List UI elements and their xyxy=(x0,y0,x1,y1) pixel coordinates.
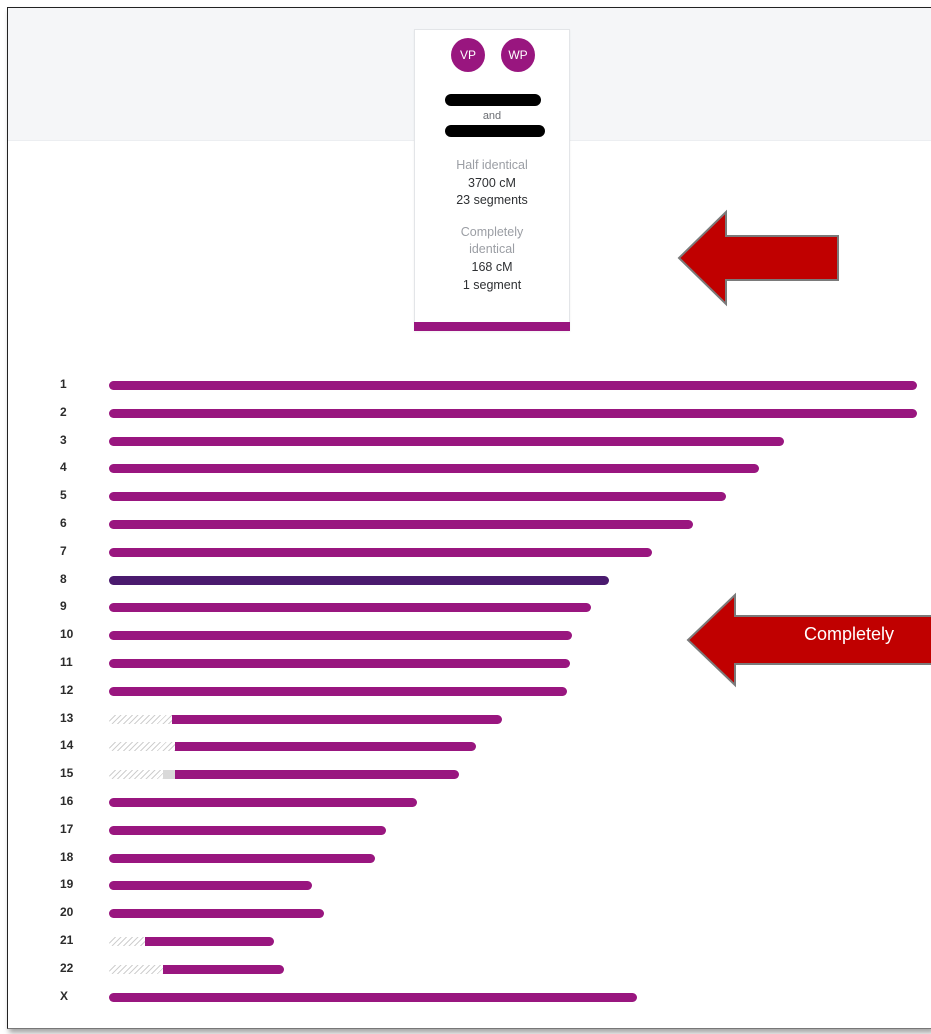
arrow-left-icon xyxy=(677,209,839,307)
no-data-region xyxy=(109,742,175,751)
half-identical-segment[interactable] xyxy=(109,993,637,1002)
half-identical-segment[interactable] xyxy=(109,854,375,863)
chromosome-label: 8 xyxy=(60,572,67,586)
half-identical-segments: 23 segments xyxy=(456,193,528,207)
not-shared-region xyxy=(163,770,175,779)
chromosome-label: 7 xyxy=(60,544,67,558)
half-identical-segment[interactable] xyxy=(109,437,784,446)
half-identical-segment[interactable] xyxy=(109,631,572,640)
half-identical-segment[interactable] xyxy=(145,937,274,946)
chromosome-label: 9 xyxy=(60,599,67,613)
chromosome-label: 5 xyxy=(60,488,67,502)
half-identical-cm: 3700 cM xyxy=(468,176,516,190)
half-identical-segment[interactable] xyxy=(175,770,459,779)
chromosome-label: 4 xyxy=(60,460,67,474)
half-identical-segment[interactable] xyxy=(163,965,284,974)
chromosome-label: 3 xyxy=(60,433,67,447)
completely-arrow-icon xyxy=(686,592,931,688)
no-data-region xyxy=(109,715,172,724)
match-summary-card: VP WP and Half identical 3700 cM 23 segm… xyxy=(414,29,570,331)
chromosome-label: 21 xyxy=(60,933,74,947)
completely-identical-segment[interactable] xyxy=(109,576,609,585)
chromosome-label: 15 xyxy=(60,766,74,780)
comparison-panel: VP WP and Half identical 3700 cM 23 segm… xyxy=(7,7,931,1029)
half-identical-segment[interactable] xyxy=(109,909,324,918)
chromosome-label: 22 xyxy=(60,961,74,975)
half-identical-segment[interactable] xyxy=(109,798,417,807)
completely-identical-cm: 168 cM xyxy=(471,260,513,274)
no-data-region xyxy=(109,937,145,946)
avatar-wp[interactable]: WP xyxy=(501,38,535,72)
chromosome-label: 10 xyxy=(60,627,74,641)
chromosome-label: 18 xyxy=(60,850,74,864)
chromosome-label: 12 xyxy=(60,683,74,697)
and-text: and xyxy=(482,110,502,122)
half-identical-segment[interactable] xyxy=(109,520,693,529)
card-accent-bar xyxy=(414,322,570,331)
half-identical-segment[interactable] xyxy=(175,742,476,751)
redacted-name-1 xyxy=(445,94,541,106)
completely-identical-label-2: identical xyxy=(469,242,515,256)
chromosome-label: 14 xyxy=(60,738,74,752)
half-identical-segment[interactable] xyxy=(109,881,312,890)
half-identical-segment[interactable] xyxy=(109,826,386,835)
chromosome-label: 19 xyxy=(60,877,74,891)
half-identical-segment[interactable] xyxy=(109,464,759,473)
avatar-vp[interactable]: VP xyxy=(451,38,485,72)
chromosome-label: 11 xyxy=(60,655,73,669)
half-identical-segment[interactable] xyxy=(109,409,917,418)
completely-identical-segments: 1 segment xyxy=(462,278,522,292)
half-identical-segment[interactable] xyxy=(109,492,726,501)
chromosome-label: 2 xyxy=(60,405,67,419)
chromosome-label: 6 xyxy=(60,516,67,530)
chromosome-label: 1 xyxy=(60,377,67,391)
completely-callout-text: Completely xyxy=(804,624,895,644)
half-identical-segment[interactable] xyxy=(172,715,502,724)
redacted-name-2 xyxy=(445,125,545,137)
completely-identical-label-1: Completely xyxy=(460,225,524,239)
chromosome-label: 17 xyxy=(60,822,74,836)
chromosome-label: 13 xyxy=(60,711,74,725)
half-identical-segment[interactable] xyxy=(109,687,567,696)
half-identical-segment[interactable] xyxy=(109,603,591,612)
half-identical-segment[interactable] xyxy=(109,381,917,390)
chromosome-label: 16 xyxy=(60,794,74,808)
no-data-region xyxy=(109,770,175,779)
half-identical-label: Half identical xyxy=(456,158,528,172)
no-data-region xyxy=(109,965,163,974)
chromosome-label: 20 xyxy=(60,905,74,919)
chromosome-label: X xyxy=(60,989,69,1003)
half-identical-segment[interactable] xyxy=(109,659,570,668)
half-identical-segment[interactable] xyxy=(109,548,652,557)
